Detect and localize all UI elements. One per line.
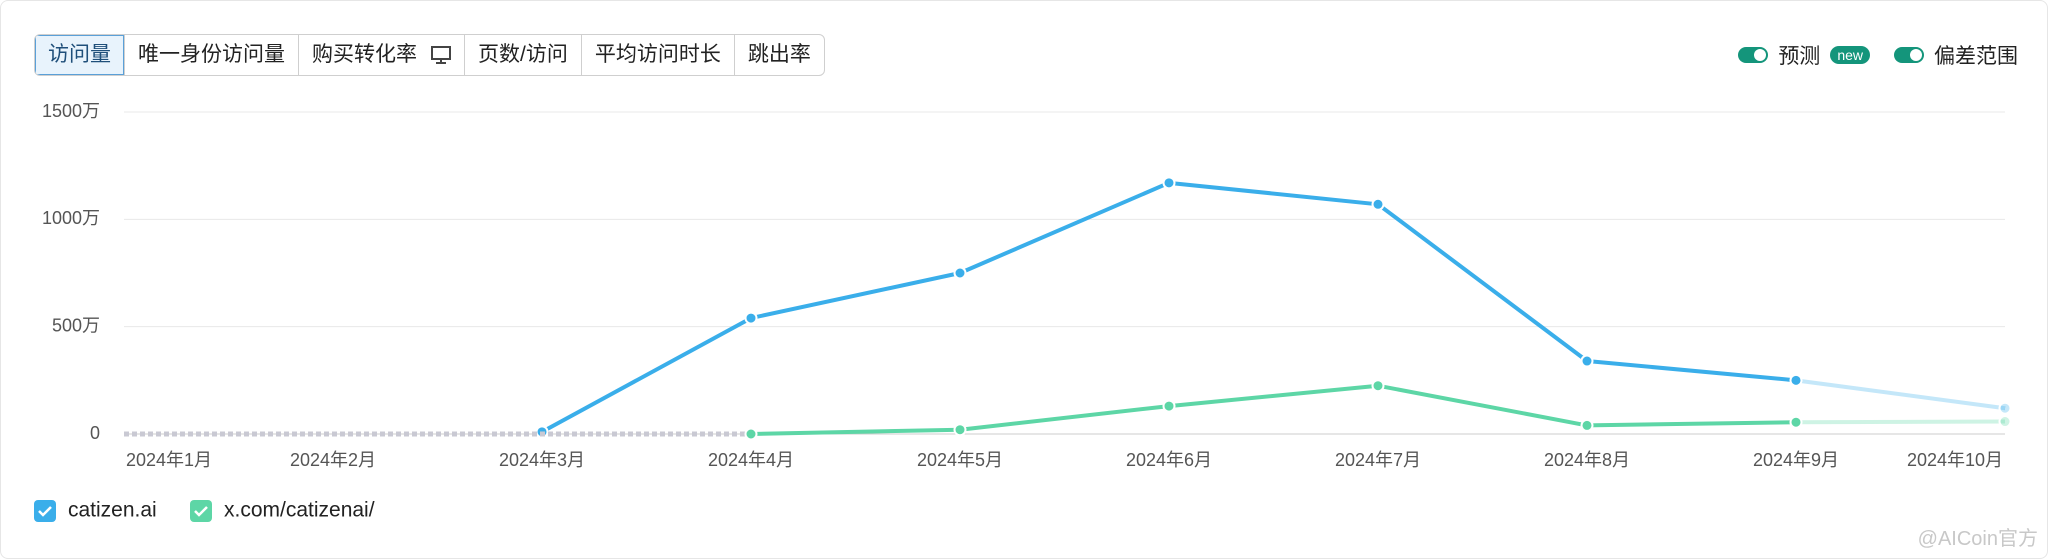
data-point xyxy=(1580,418,1594,432)
toggle[interactable]: 偏差范围 xyxy=(1894,40,2018,70)
data-point xyxy=(1789,373,1803,387)
switch[interactable] xyxy=(1894,47,1924,63)
data-point xyxy=(1789,415,1803,429)
x-tick-label: 2024年7月 xyxy=(1335,450,1421,470)
tab[interactable]: 访问量 xyxy=(35,35,124,75)
badge: new xyxy=(1830,46,1870,64)
monitor-icon xyxy=(431,46,451,64)
legend-label: catizen.ai xyxy=(68,499,157,522)
forecast-segment xyxy=(1795,419,2006,425)
x-tick-label: 2024年5月 xyxy=(917,450,1003,470)
y-tick-label: 500万 xyxy=(52,315,100,335)
toggle-label: 预测 xyxy=(1778,45,1821,68)
data-point xyxy=(1162,176,1176,190)
toggle-label: 偏差范围 xyxy=(1934,45,2018,68)
x-tick-label: 2024年8月 xyxy=(1544,450,1630,470)
data-point xyxy=(953,423,967,437)
x-tick-label: 2024年6月 xyxy=(1126,450,1212,470)
tab[interactable]: 购买转化率 xyxy=(298,35,464,75)
data-point xyxy=(1998,415,2012,429)
series-line xyxy=(541,180,2006,434)
toggle[interactable]: 预测 new xyxy=(1738,40,1870,70)
legend-checkbox xyxy=(190,500,212,522)
legend-checkbox xyxy=(34,500,56,522)
data-point xyxy=(744,427,758,441)
check-icon xyxy=(38,506,52,517)
x-tick-label: 2024年2月 xyxy=(290,450,376,470)
data-point xyxy=(953,266,967,280)
data-point xyxy=(1162,399,1176,413)
tab-bar: 访问量 唯一身份访问量 购买转化率 页数/访问 平均访问时长 跳出率 xyxy=(34,34,825,76)
tab[interactable]: 唯一身份访问量 xyxy=(124,35,298,75)
data-point xyxy=(1371,197,1385,211)
tab[interactable]: 页数/访问 xyxy=(464,35,581,75)
watermark: @AICoin官方 xyxy=(1917,528,2038,550)
y-tick-label: 0 xyxy=(90,423,100,443)
forecast-segment xyxy=(1795,378,2006,411)
y-tick-label: 1500万 xyxy=(42,101,100,121)
x-tick-label: 2024年10月 xyxy=(1907,450,2003,470)
switch[interactable] xyxy=(1738,47,1769,63)
data-point xyxy=(744,311,758,325)
data-point xyxy=(1580,354,1594,368)
tab[interactable]: 平均访问时长 xyxy=(580,35,734,75)
forecast-segment xyxy=(1795,419,2006,425)
x-tick-label: 2024年4月 xyxy=(708,450,794,470)
y-tick-label: 1000万 xyxy=(42,208,100,228)
toggles: 预测 new 偏差范围 xyxy=(1738,40,2018,70)
tab-label: 购买转化率 xyxy=(312,43,417,66)
data-point xyxy=(1371,379,1385,393)
x-tick-label: 2024年1月 xyxy=(126,450,212,470)
forecast-segment xyxy=(1795,377,2006,411)
legend-label: x.com/catizenai/ xyxy=(224,499,375,522)
tab[interactable]: 跳出率 xyxy=(733,35,824,75)
check-icon xyxy=(194,506,208,517)
x-tick-label: 2024年9月 xyxy=(1753,450,1839,470)
series-line xyxy=(750,383,2006,436)
x-tick-label: 2024年3月 xyxy=(499,450,585,470)
data-point xyxy=(1998,401,2012,415)
